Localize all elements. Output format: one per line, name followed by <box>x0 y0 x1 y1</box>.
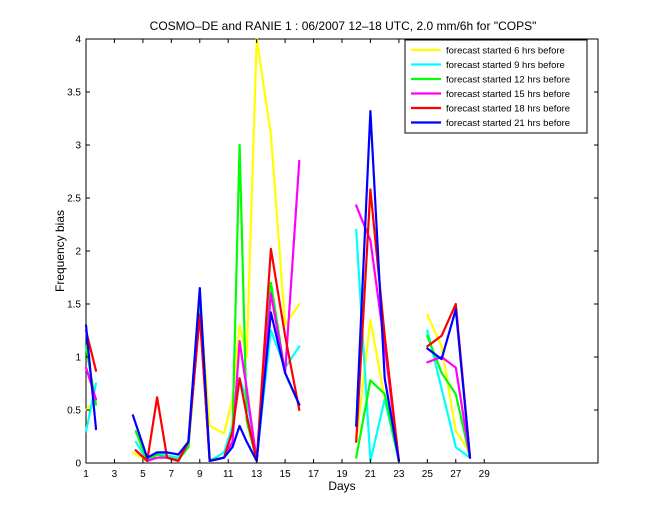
x-tick-label: 11 <box>223 469 234 480</box>
y-tick-label: 1.5 <box>67 300 81 311</box>
y-tick-label: 2 <box>75 247 81 258</box>
y-tick-label: 3.5 <box>67 88 81 99</box>
x-tick-label: 5 <box>140 469 146 480</box>
x-tick-label: 21 <box>365 469 377 480</box>
y-tick-label: 1 <box>75 353 81 364</box>
y-tick-label: 3 <box>75 141 81 152</box>
y-tick-label: 2.5 <box>67 194 81 205</box>
series-line-2 <box>84 228 472 462</box>
x-tick-label: 13 <box>251 469 263 480</box>
y-axis-label: Frequency bias <box>53 210 67 292</box>
x-tick-label: 15 <box>280 469 292 480</box>
x-tick-label: 29 <box>479 469 491 480</box>
y-tick-label: 0.5 <box>67 406 81 417</box>
x-axis-label: Days <box>328 479 355 493</box>
x-tick-label: 27 <box>450 469 462 480</box>
x-tick-label: 23 <box>393 469 405 480</box>
x-tick-label: 9 <box>197 469 203 480</box>
y-axis: 0 0.5 1 1.5 2 2.5 3 3.5 4 <box>67 35 598 470</box>
legend-label: forecast started 9 hrs before <box>446 60 565 71</box>
x-axis: 1 3 5 7 9 11 13 15 17 19 21 23 25 27 29 <box>83 39 490 480</box>
legend-label: forecast started 15 hrs before <box>446 89 570 100</box>
chart-title: COSMO–DE and RANIE 1 : 06/2007 12–18 UTC… <box>150 19 537 33</box>
legend: forecast started 6 hrs before forecast st… <box>404 39 588 134</box>
y-tick-label: 0 <box>75 459 81 470</box>
series-layer <box>84 37 513 462</box>
x-tick-label: 1 <box>83 469 89 480</box>
legend-label: forecast started 12 hrs before <box>446 75 570 86</box>
legend-box <box>404 39 588 134</box>
x-tick-label: 25 <box>422 469 434 480</box>
x-tick-label: 7 <box>169 469 175 480</box>
x-tick-label: 3 <box>112 469 118 480</box>
legend-label: forecast started 6 hrs before <box>446 46 565 57</box>
legend-label: forecast started 21 hrs before <box>446 118 570 129</box>
y-tick-label: 4 <box>75 35 81 46</box>
x-tick-label: 19 <box>336 469 348 480</box>
x-tick-label: 17 <box>308 469 320 480</box>
legend-label: forecast started 18 hrs before <box>446 104 570 115</box>
